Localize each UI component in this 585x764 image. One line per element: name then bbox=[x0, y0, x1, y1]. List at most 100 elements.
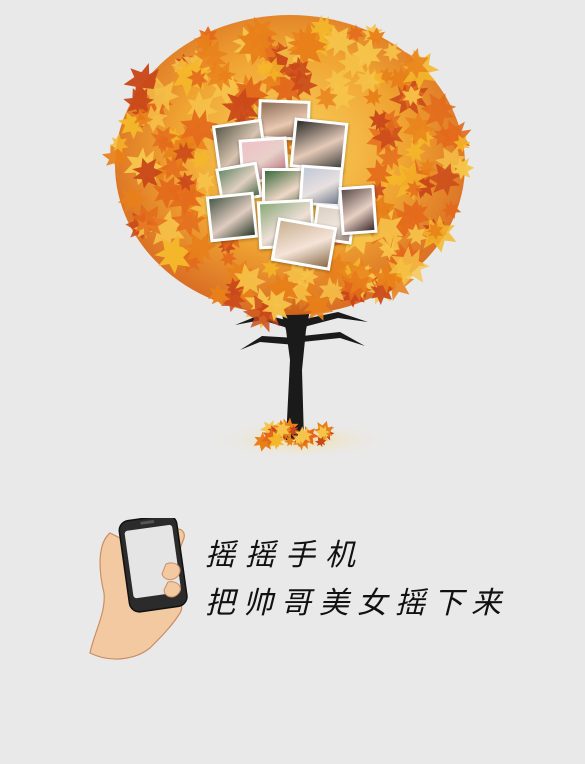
maple-leaf-icon bbox=[437, 120, 472, 155]
maple-leaf-icon bbox=[282, 261, 313, 291]
maple-leaf-icon bbox=[241, 16, 279, 52]
maple-leaf-icon bbox=[256, 40, 280, 64]
maple-leaf-icon bbox=[365, 159, 393, 188]
fallen-leaf-icon bbox=[267, 430, 286, 450]
maple-leaf-icon bbox=[192, 170, 215, 193]
maple-leaf-icon bbox=[368, 109, 391, 131]
fallen-leaf-icon bbox=[293, 433, 304, 446]
maple-leaf-icon bbox=[117, 111, 145, 140]
maple-leaf-icon bbox=[101, 143, 131, 171]
photo-tile bbox=[205, 191, 259, 243]
maple-leaf-icon bbox=[189, 190, 218, 219]
maple-leaf-icon bbox=[150, 126, 179, 154]
maple-leaf-icon bbox=[261, 57, 286, 83]
maple-leaf-icon bbox=[386, 66, 413, 92]
hand-holding-phone-icon bbox=[89, 518, 188, 660]
maple-leaf-icon bbox=[186, 68, 208, 89]
maple-leaf-icon bbox=[377, 145, 404, 171]
fallen-leaf-icon bbox=[315, 425, 331, 441]
maple-leaf-icon bbox=[402, 111, 436, 146]
maple-leaf-icon bbox=[186, 90, 219, 123]
maple-leaf-icon bbox=[427, 163, 462, 196]
maple-leaf-icon bbox=[378, 167, 400, 189]
maple-leaf-icon bbox=[364, 208, 404, 248]
maple-leaf-icon bbox=[220, 250, 238, 267]
maple-leaf-icon bbox=[402, 85, 423, 107]
maple-leaf-icon bbox=[133, 107, 154, 128]
maple-leaf-icon bbox=[289, 68, 319, 97]
maple-leaf-icon bbox=[176, 171, 196, 192]
maple-leaf-icon bbox=[152, 176, 185, 210]
maple-leaf-icon bbox=[235, 282, 256, 303]
maple-leaf-icon bbox=[233, 263, 267, 295]
maple-leaf-icon bbox=[382, 42, 402, 62]
maple-leaf-icon bbox=[338, 49, 370, 79]
maple-leaf-icon bbox=[366, 27, 386, 47]
maple-leaf-icon bbox=[179, 108, 219, 148]
maple-leaf-icon bbox=[369, 181, 387, 200]
maple-leaf-icon bbox=[346, 24, 365, 43]
maple-leaf-icon bbox=[203, 60, 237, 92]
maple-leaf-icon bbox=[181, 232, 217, 266]
maple-leaf-icon bbox=[110, 133, 129, 153]
maple-leaf-icon bbox=[441, 200, 462, 219]
maple-leaf-icon bbox=[362, 194, 395, 228]
maple-leaf-icon bbox=[299, 267, 319, 286]
photo-tile bbox=[338, 184, 378, 236]
maple-leaf-icon bbox=[261, 258, 281, 279]
maple-leaf-icon bbox=[207, 282, 231, 307]
maple-leaf-icon bbox=[363, 88, 383, 107]
maple-leaf-icon bbox=[142, 77, 180, 114]
maple-leaf-icon bbox=[426, 221, 444, 240]
maple-leaf-icon bbox=[453, 134, 471, 153]
maple-leaf-icon bbox=[351, 38, 383, 70]
maple-leaf-icon bbox=[451, 157, 475, 180]
maple-leaf-icon bbox=[193, 39, 229, 75]
maple-leaf-icon bbox=[401, 199, 428, 226]
fallen-leaf-icon bbox=[288, 425, 300, 437]
maple-leaf-icon bbox=[209, 70, 245, 106]
maple-leaf-icon bbox=[188, 148, 212, 171]
maple-leaf-icon bbox=[132, 157, 164, 189]
photo-tile bbox=[270, 217, 338, 271]
photo-collage bbox=[205, 99, 378, 271]
maple-leaf-icon bbox=[418, 158, 437, 178]
maple-leaf-icon bbox=[140, 104, 168, 133]
fallen-leaf-icon bbox=[294, 426, 313, 445]
maple-leaf-icon bbox=[117, 185, 148, 213]
maple-leaf-icon bbox=[154, 234, 192, 275]
maple-leaf-icon bbox=[303, 290, 334, 321]
maple-leaf-icon bbox=[314, 86, 338, 111]
maple-leaf-icon bbox=[420, 93, 457, 129]
fallen-leaf-icon bbox=[314, 436, 327, 448]
maple-leaf-icon bbox=[388, 246, 430, 286]
maple-leaf-icon bbox=[170, 58, 188, 75]
maple-leaf-icon bbox=[172, 141, 195, 165]
maple-leaf-icon bbox=[130, 203, 168, 239]
slogan-line2: 把帅哥美女摇下来 bbox=[205, 586, 509, 621]
maple-leaf-icon bbox=[399, 47, 429, 79]
maple-leaf-icon bbox=[389, 161, 429, 201]
maple-leaf-icon bbox=[287, 22, 327, 63]
maple-leaf-icon bbox=[353, 67, 381, 94]
maple-leaf-icon bbox=[431, 125, 453, 148]
maple-leaf-icon bbox=[405, 180, 423, 199]
maple-leaf-icon bbox=[370, 279, 396, 306]
fallen-leaf-icon bbox=[284, 435, 296, 447]
maple-leaf-icon bbox=[166, 173, 206, 216]
maple-leaf-icon bbox=[221, 87, 260, 129]
slogan-line1: 摇摇手机 bbox=[205, 538, 365, 573]
maple-leaf-icon bbox=[221, 285, 247, 313]
maple-leaf-icon bbox=[310, 14, 336, 41]
maple-leaf-icon bbox=[318, 276, 347, 306]
maple-leaf-icon bbox=[406, 223, 428, 246]
maple-leaf-icon bbox=[378, 239, 400, 261]
maple-leaf-icon bbox=[375, 109, 402, 136]
maple-leaf-icon bbox=[404, 141, 426, 163]
fallen-leaf-icon bbox=[273, 421, 291, 439]
maple-leaf-icon bbox=[176, 122, 212, 159]
maple-leaf-icon bbox=[261, 290, 293, 322]
maple-leaf-icon bbox=[341, 259, 378, 295]
maple-leaf-icon bbox=[322, 24, 357, 57]
